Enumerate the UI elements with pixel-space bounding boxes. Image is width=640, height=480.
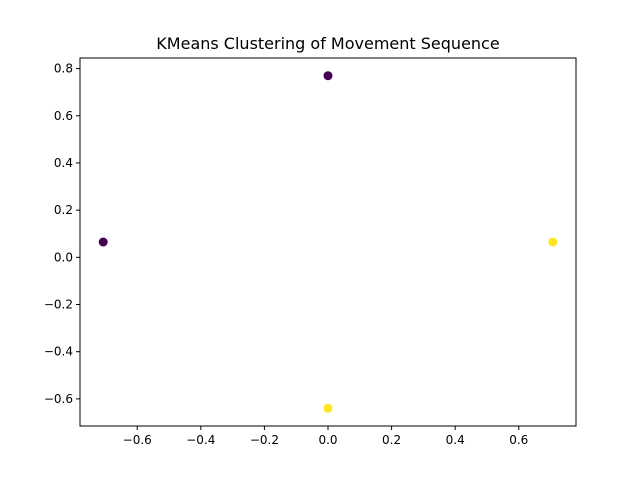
x-tick-label: 0.4 bbox=[446, 433, 465, 447]
x-tick-label: −0.4 bbox=[186, 433, 215, 447]
data-point bbox=[548, 237, 558, 247]
y-tick-label: 0.2 bbox=[54, 203, 73, 217]
data-point bbox=[323, 403, 333, 413]
chart-title: KMeans Clustering of Movement Sequence bbox=[156, 34, 499, 53]
x-tick-label: 0.6 bbox=[509, 433, 528, 447]
y-tick-label: −0.4 bbox=[44, 345, 73, 359]
plot-frame bbox=[79, 57, 577, 427]
data-point bbox=[98, 237, 108, 247]
y-tick-label: 0.8 bbox=[54, 62, 73, 76]
x-axis: −0.6 −0.4 −0.2 0.0 0.2 0.4 0.6 bbox=[123, 426, 528, 447]
data-point bbox=[323, 71, 333, 81]
y-axis: −0.6 −0.4 −0.2 0.0 0.2 0.4 0.6 0.8 bbox=[44, 62, 80, 406]
x-tick-label: −0.2 bbox=[250, 433, 279, 447]
y-tick-label: −0.2 bbox=[44, 298, 73, 312]
scatter-points bbox=[98, 71, 558, 413]
y-tick-label: 0.4 bbox=[54, 156, 73, 170]
x-tick-label: 0.0 bbox=[318, 433, 337, 447]
x-tick-label: 0.2 bbox=[382, 433, 401, 447]
x-tick-label: −0.6 bbox=[123, 433, 152, 447]
y-tick-label: −0.6 bbox=[44, 392, 73, 406]
y-tick-label: 0.0 bbox=[54, 250, 73, 264]
y-tick-label: 0.6 bbox=[54, 109, 73, 123]
